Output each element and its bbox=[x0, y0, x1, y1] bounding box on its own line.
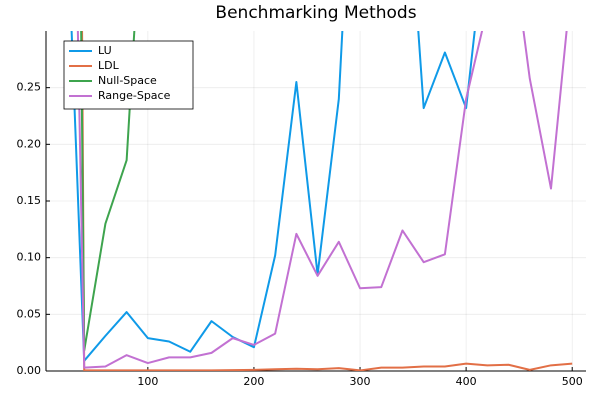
x-tick-label: 500 bbox=[562, 375, 583, 388]
legend-box bbox=[63, 40, 194, 110]
series-line bbox=[81, 31, 573, 371]
chart-title: Benchmarking Methods bbox=[215, 3, 416, 23]
x-tick-label: 300 bbox=[350, 375, 371, 388]
legend-label: Null-Space bbox=[98, 74, 157, 87]
y-tick-label: 0.20 bbox=[17, 137, 42, 150]
y-tick-label: 0.15 bbox=[17, 194, 42, 207]
y-tick-label: 0.00 bbox=[17, 364, 42, 377]
legend-label: LU bbox=[98, 44, 112, 57]
y-tick-label: 0.05 bbox=[17, 307, 42, 320]
x-tick-label: 100 bbox=[137, 375, 158, 388]
legend-label: LDL bbox=[98, 59, 120, 72]
series-line bbox=[76, 31, 568, 369]
x-tick-label: 400 bbox=[456, 375, 477, 388]
x-tick-label: 200 bbox=[243, 375, 264, 388]
y-tick-label: 0.25 bbox=[17, 81, 42, 94]
y-tick-label: 0.10 bbox=[17, 251, 42, 264]
plot-area bbox=[70, 31, 573, 371]
legend-label: Range-Space bbox=[98, 89, 171, 102]
